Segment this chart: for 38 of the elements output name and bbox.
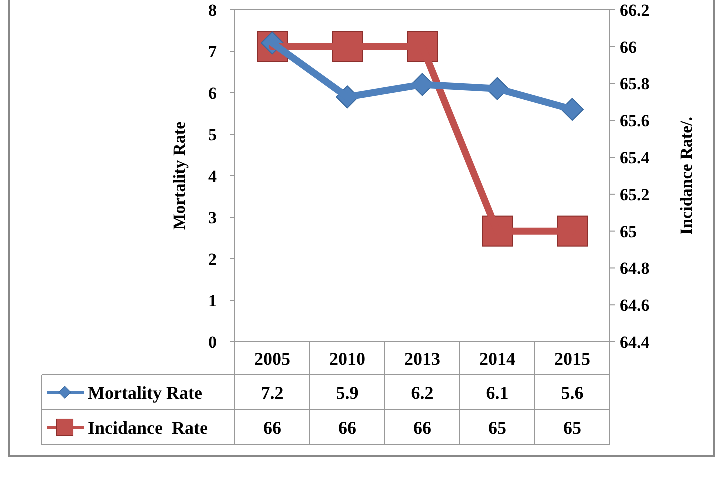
y-tick-label: 0 <box>208 332 217 352</box>
y-tick-label: 2 <box>208 250 217 269</box>
y2-tick-label: 66.2 <box>620 0 650 20</box>
x-tick-label: 2013 <box>404 348 440 369</box>
y-tick-label: 7 <box>208 42 218 62</box>
x-tick-label: 2010 <box>330 348 366 369</box>
y-tick-label: 4 <box>208 166 218 186</box>
data-label: 6.1 <box>486 382 509 403</box>
y-tick-label: 5 <box>208 125 217 144</box>
data-label: 66 <box>414 418 432 438</box>
y-tick-label: 8 <box>208 0 217 20</box>
y-tick-label: 6 <box>208 84 217 103</box>
data-label: 6.2 <box>411 382 434 403</box>
data-label: 65 <box>564 418 582 438</box>
y2-tick-label: 64.8 <box>620 259 650 278</box>
y2-tick-label: 65.2 <box>620 185 650 204</box>
y2-tick-label: 66 <box>620 38 637 57</box>
data-label: 7.2 <box>261 382 284 403</box>
y2-tick-label: 65.8 <box>620 74 650 94</box>
data-label: 65 <box>488 418 506 438</box>
y-tick-label: 3 <box>208 208 217 228</box>
data-label: 5.9 <box>336 382 359 403</box>
y2-axis-title: Incidance Rate/. <box>677 116 696 236</box>
y2-tick-label: 65.4 <box>620 148 650 168</box>
y2-tick-label: 64.4 <box>620 332 650 352</box>
x-tick-label: 2005 <box>254 348 290 369</box>
data-label: 66 <box>338 418 356 438</box>
legend-label: Incidance Rate <box>88 418 208 438</box>
y2-tick-label: 65 <box>620 222 637 242</box>
x-tick-label: 2015 <box>554 348 590 369</box>
data-label: 66 <box>264 418 282 438</box>
y2-tick-label: 64.6 <box>620 296 650 316</box>
x-tick-label: 2014 <box>480 348 516 369</box>
y-tick-label: 1 <box>208 291 217 310</box>
y-axis-title: Mortality Rate <box>170 122 189 230</box>
legend-label: Mortality Rate <box>88 382 202 403</box>
y2-tick-label: 65.6 <box>620 112 650 131</box>
data-label: 5.6 <box>561 382 584 403</box>
